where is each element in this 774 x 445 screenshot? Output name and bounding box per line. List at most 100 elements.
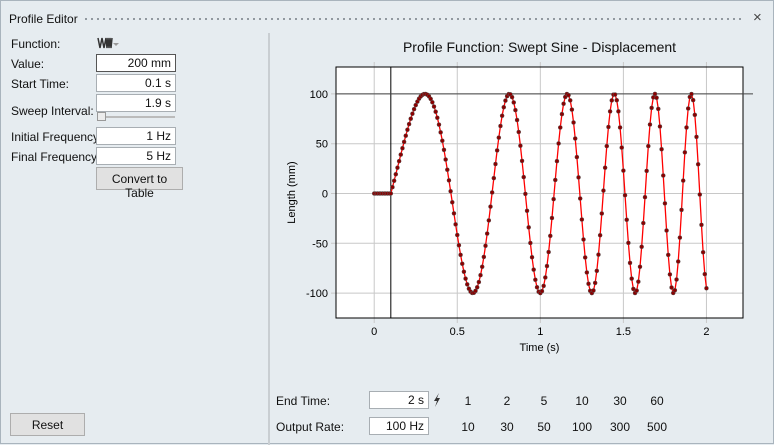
data-point bbox=[400, 145, 405, 151]
data-point bbox=[431, 104, 437, 109]
data-point bbox=[450, 200, 455, 205]
output-rate-preset[interactable]: 500 bbox=[646, 420, 668, 434]
data-point bbox=[494, 148, 500, 153]
data-point bbox=[406, 121, 412, 127]
data-point bbox=[541, 283, 546, 289]
data-point bbox=[443, 157, 448, 162]
data-point bbox=[548, 233, 553, 239]
window-title: Profile Editor bbox=[9, 12, 78, 26]
data-point bbox=[661, 173, 666, 178]
data-point bbox=[576, 175, 581, 180]
data-point bbox=[569, 107, 575, 112]
final-frequency-input[interactable]: 5 Hz bbox=[96, 147, 176, 165]
end-time-preset[interactable]: 10 bbox=[575, 394, 589, 408]
data-point bbox=[702, 271, 708, 277]
data-point bbox=[665, 252, 671, 258]
data-point bbox=[614, 97, 619, 103]
data-point bbox=[503, 98, 508, 103]
data-point bbox=[413, 102, 418, 108]
output-rate-preset[interactable]: 50 bbox=[537, 420, 551, 434]
data-point bbox=[458, 252, 463, 258]
data-point bbox=[682, 150, 688, 155]
data-point bbox=[604, 143, 610, 149]
end-time-input[interactable]: 2 s bbox=[369, 391, 429, 409]
lightning-icon[interactable] bbox=[432, 392, 442, 408]
data-point bbox=[581, 237, 586, 242]
data-point bbox=[524, 208, 530, 214]
end-time-preset[interactable]: 2 bbox=[503, 394, 511, 408]
start-time-label: Start Time: bbox=[11, 77, 70, 91]
data-point bbox=[484, 231, 490, 236]
sweep-slider-thumb[interactable] bbox=[97, 112, 106, 121]
output-rate-preset[interactable]: 10 bbox=[461, 420, 475, 434]
data-point bbox=[695, 162, 701, 167]
data-point bbox=[448, 189, 453, 194]
panel-divider[interactable] bbox=[268, 33, 270, 445]
swept-sine-icon bbox=[97, 37, 119, 49]
data-point bbox=[639, 244, 644, 250]
data-point bbox=[534, 284, 540, 290]
data-point bbox=[554, 158, 560, 164]
value-label: Value: bbox=[11, 57, 45, 71]
initial-frequency-input[interactable]: 1 Hz bbox=[96, 127, 176, 145]
data-point bbox=[692, 112, 698, 118]
sweep-slider-track[interactable] bbox=[97, 116, 175, 118]
x-tick-label: 2 bbox=[703, 326, 709, 338]
function-dropdown[interactable] bbox=[97, 36, 121, 53]
reset-button[interactable]: Reset bbox=[10, 413, 85, 436]
data-point bbox=[619, 145, 624, 150]
data-point bbox=[464, 282, 470, 287]
convert-to-table-button[interactable]: Convert to Table bbox=[96, 167, 183, 200]
output-rate-preset[interactable]: 300 bbox=[609, 420, 631, 434]
data-point bbox=[641, 220, 646, 226]
end-time-preset[interactable]: 1 bbox=[464, 394, 472, 408]
data-point bbox=[526, 225, 531, 230]
output-rate-input[interactable]: 100 Hz bbox=[369, 417, 429, 435]
y-tick-label: 50 bbox=[316, 139, 328, 151]
data-point bbox=[680, 178, 686, 183]
end-time-preset[interactable]: 30 bbox=[613, 394, 627, 408]
data-point bbox=[514, 117, 520, 123]
close-icon[interactable]: × bbox=[753, 9, 762, 26]
data-point bbox=[549, 215, 555, 221]
data-point bbox=[496, 135, 502, 140]
plot-border bbox=[335, 66, 744, 319]
data-point bbox=[388, 191, 394, 196]
drag-handle[interactable] bbox=[83, 17, 743, 21]
end-time-preset[interactable]: 60 bbox=[650, 394, 664, 408]
y-axis-label: Length (mm) bbox=[286, 161, 298, 223]
data-point bbox=[612, 92, 618, 97]
data-point bbox=[433, 109, 438, 114]
initial-frequency-label: Initial Frequency: bbox=[11, 130, 103, 144]
data-point bbox=[395, 165, 400, 170]
output-rate-preset[interactable]: 100 bbox=[571, 420, 593, 434]
data-point bbox=[483, 243, 488, 249]
sweep-interval-input[interactable]: 1.9 s bbox=[96, 94, 176, 112]
end-time-label: End Time: bbox=[276, 394, 331, 408]
data-point bbox=[438, 130, 443, 135]
data-point bbox=[607, 109, 613, 114]
data-point bbox=[592, 280, 598, 286]
x-tick-label: 0.5 bbox=[450, 326, 465, 338]
data-point bbox=[501, 104, 507, 110]
output-rate-preset[interactable]: 30 bbox=[500, 420, 514, 434]
start-time-input[interactable]: 0.1 s bbox=[96, 74, 176, 92]
data-point bbox=[405, 127, 410, 133]
data-point bbox=[584, 270, 590, 275]
data-point bbox=[597, 232, 603, 238]
data-point bbox=[700, 250, 706, 255]
data-point bbox=[393, 172, 399, 177]
data-point bbox=[647, 122, 653, 127]
data-point bbox=[408, 116, 414, 121]
data-point bbox=[599, 211, 605, 216]
end-time-preset[interactable]: 5 bbox=[540, 394, 548, 408]
data-point bbox=[523, 191, 528, 197]
data-point bbox=[493, 161, 498, 167]
data-point bbox=[634, 288, 639, 293]
data-point bbox=[624, 217, 629, 223]
y-tick-label: -50 bbox=[312, 238, 328, 250]
value-input[interactable]: 200 mm bbox=[96, 54, 176, 72]
data-point bbox=[621, 168, 626, 173]
y-tick-label: 0 bbox=[322, 188, 328, 200]
data-point bbox=[546, 249, 551, 255]
